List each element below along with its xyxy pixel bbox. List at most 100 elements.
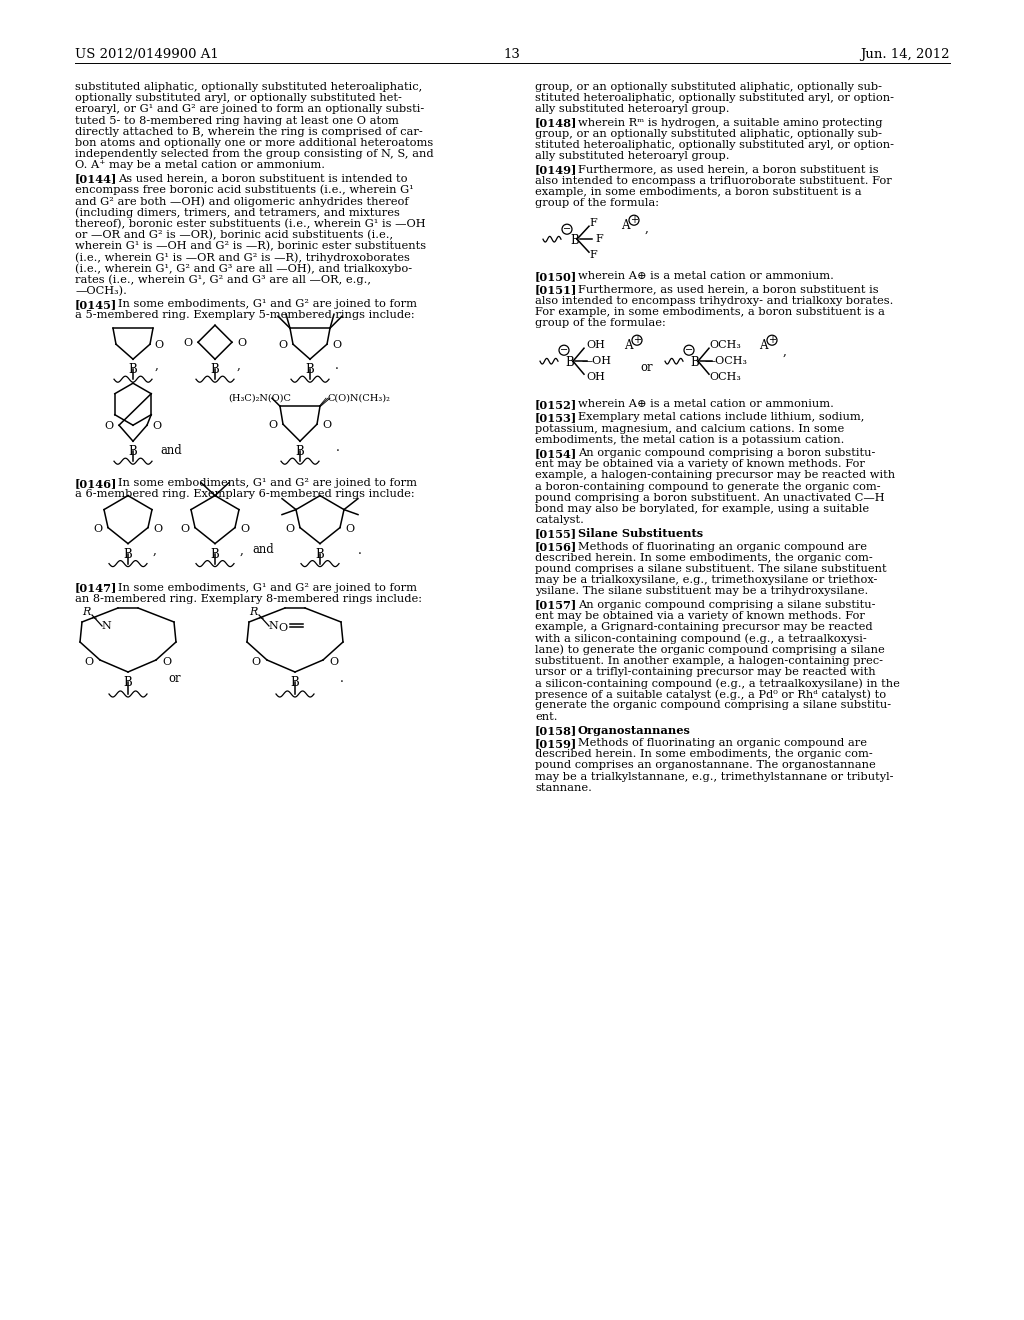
Text: O: O xyxy=(333,341,342,350)
Text: O: O xyxy=(154,524,163,533)
Text: catalyst.: catalyst. xyxy=(535,515,584,525)
Text: F: F xyxy=(589,218,597,228)
Text: directly attached to B, wherein the ring is comprised of car-: directly attached to B, wherein the ring… xyxy=(75,127,423,137)
Text: —OH: —OH xyxy=(582,356,612,366)
Text: (H₃C)₂N(O)C: (H₃C)₂N(O)C xyxy=(228,393,291,403)
Text: and: and xyxy=(160,445,181,457)
Text: group of the formulae:: group of the formulae: xyxy=(535,318,666,327)
Text: may be a trialkoxysilane, e.g., trimethoxysilane or triethox-: may be a trialkoxysilane, e.g., trimetho… xyxy=(535,576,878,585)
Text: [0144]: [0144] xyxy=(75,174,118,185)
Text: substituted aliphatic, optionally substituted heteroaliphatic,: substituted aliphatic, optionally substi… xyxy=(75,82,422,92)
Text: rates (i.e., wherein G¹, G² and G³ are all —OR, e.g.,: rates (i.e., wherein G¹, G² and G³ are a… xyxy=(75,275,371,285)
Text: A: A xyxy=(624,339,632,351)
Text: +: + xyxy=(768,335,776,346)
Text: B: B xyxy=(570,234,580,247)
Text: a 6-membered ring. Exemplary 6-membered rings include:: a 6-membered ring. Exemplary 6-membered … xyxy=(75,490,415,499)
Text: B: B xyxy=(211,363,219,376)
Text: .: . xyxy=(336,441,340,454)
Text: F: F xyxy=(595,234,603,244)
Text: group, or an optionally substituted aliphatic, optionally sub-: group, or an optionally substituted alip… xyxy=(535,129,882,139)
Text: Silane Substituents: Silane Substituents xyxy=(578,528,703,540)
Text: R: R xyxy=(249,607,257,616)
Text: stituted heteroaliphatic, optionally substituted aryl, or option-: stituted heteroaliphatic, optionally sub… xyxy=(535,94,894,103)
Text: (i.e., wherein G¹ is —OR and G² is —R), trihydroxoborates: (i.e., wherein G¹ is —OR and G² is —R), … xyxy=(75,252,410,263)
Text: ent may be obtained via a variety of known methods. For: ent may be obtained via a variety of kno… xyxy=(535,611,865,620)
Text: ,: , xyxy=(783,345,786,358)
Text: [0147]: [0147] xyxy=(75,582,118,594)
Text: A: A xyxy=(759,339,767,351)
Text: Organostannanes: Organostannanes xyxy=(578,725,691,735)
Text: [0148]: [0148] xyxy=(535,117,578,128)
Text: ent.: ent. xyxy=(535,711,557,722)
Text: or: or xyxy=(168,672,180,685)
Text: [0158]: [0158] xyxy=(535,725,578,735)
Text: an 8-membered ring. Exemplary 8-membered rings include:: an 8-membered ring. Exemplary 8-membered… xyxy=(75,594,422,603)
Text: B: B xyxy=(690,355,699,368)
Text: [0155]: [0155] xyxy=(535,528,578,540)
Text: embodiments, the metal cation is a potassium cation.: embodiments, the metal cation is a potas… xyxy=(535,434,845,445)
Text: ,: , xyxy=(645,222,649,235)
Text: lane) to generate the organic compound comprising a silane: lane) to generate the organic compound c… xyxy=(535,644,885,655)
Text: O: O xyxy=(183,338,193,348)
Text: ursor or a triflyl-containing precursor may be reacted with: ursor or a triflyl-containing precursor … xyxy=(535,667,876,677)
Text: 13: 13 xyxy=(504,48,520,61)
Text: wherein A⊕ is a metal cation or ammonium.: wherein A⊕ is a metal cation or ammonium… xyxy=(578,271,834,281)
Text: −: − xyxy=(685,346,693,355)
Text: B: B xyxy=(305,363,314,376)
Text: An organic compound comprising a boron substitu-: An organic compound comprising a boron s… xyxy=(578,447,876,458)
Text: [0153]: [0153] xyxy=(535,412,578,424)
Text: [0159]: [0159] xyxy=(535,738,578,748)
Text: Jun. 14, 2012: Jun. 14, 2012 xyxy=(860,48,950,61)
Text: B: B xyxy=(129,363,137,376)
Text: ally substituted heteroaryl group.: ally substituted heteroaryl group. xyxy=(535,152,729,161)
Text: [0151]: [0151] xyxy=(535,284,578,296)
Text: group of the formula:: group of the formula: xyxy=(535,198,659,209)
Text: B: B xyxy=(296,445,304,458)
Text: An organic compound comprising a silane substitu-: An organic compound comprising a silane … xyxy=(578,599,876,610)
Text: tuted 5- to 8-membered ring having at least one O atom: tuted 5- to 8-membered ring having at le… xyxy=(75,116,399,125)
Text: wherein Rᵐ is hydrogen, a suitable amino protecting: wherein Rᵐ is hydrogen, a suitable amino… xyxy=(578,117,883,128)
Text: pound comprises an organostannane. The organostannane: pound comprises an organostannane. The o… xyxy=(535,760,876,771)
Text: ᵐ: ᵐ xyxy=(259,616,264,624)
Text: presence of a suitable catalyst (e.g., a Pd⁰ or Rhᵈ catalyst) to: presence of a suitable catalyst (e.g., a… xyxy=(535,689,886,700)
Text: ,: , xyxy=(155,359,159,372)
Text: US 2012/0149900 A1: US 2012/0149900 A1 xyxy=(75,48,219,61)
Text: pound comprises a silane substituent. The silane substituent: pound comprises a silane substituent. Th… xyxy=(535,564,887,574)
Text: O: O xyxy=(252,657,260,667)
Text: In some embodiments, G¹ and G² are joined to form: In some embodiments, G¹ and G² are joine… xyxy=(118,478,417,488)
Text: ent may be obtained via a variety of known methods. For: ent may be obtained via a variety of kno… xyxy=(535,459,865,469)
Text: wherein A⊕ is a metal cation or ammonium.: wherein A⊕ is a metal cation or ammonium… xyxy=(578,399,834,409)
Text: Methods of fluorinating an organic compound are: Methods of fluorinating an organic compo… xyxy=(578,738,867,748)
Text: −: − xyxy=(563,224,571,234)
Text: with a silicon-containing compound (e.g., a tetraalkoxysi-: with a silicon-containing compound (e.g.… xyxy=(535,634,866,644)
Text: O: O xyxy=(279,623,288,634)
Text: or: or xyxy=(640,362,652,374)
Text: B: B xyxy=(565,355,574,368)
Text: (i.e., wherein G¹, G² and G³ are all —OH), and trialkoxybo-: (i.e., wherein G¹, G² and G³ are all —OH… xyxy=(75,263,412,273)
Text: example, in some embodiments, a boron substituent is a: example, in some embodiments, a boron su… xyxy=(535,187,861,197)
Text: O: O xyxy=(180,524,189,533)
Text: O: O xyxy=(153,421,162,432)
Text: thereof), boronic ester substituents (i.e., wherein G¹ is —OH: thereof), boronic ester substituents (i.… xyxy=(75,218,426,228)
Text: encompass free boronic acid substituents (i.e., wherein G¹: encompass free boronic acid substituents… xyxy=(75,185,414,195)
Text: Furthermore, as used herein, a boron substituent is: Furthermore, as used herein, a boron sub… xyxy=(578,165,879,174)
Text: O: O xyxy=(84,657,93,667)
Text: a boron-containing compound to generate the organic com-: a boron-containing compound to generate … xyxy=(535,482,881,491)
Text: a 5-membered ring. Exemplary 5-membered rings include:: a 5-membered ring. Exemplary 5-membered … xyxy=(75,310,415,319)
Text: .: . xyxy=(335,359,339,372)
Text: may be a trialkylstannane, e.g., trimethylstannane or tributyl-: may be a trialkylstannane, e.g., trimeth… xyxy=(535,772,894,781)
Text: example, a Grignard-containing precursor may be reacted: example, a Grignard-containing precursor… xyxy=(535,622,872,632)
Text: a silicon-containing compound (e.g., a tetraalkoxysilane) in the: a silicon-containing compound (e.g., a t… xyxy=(535,678,900,689)
Text: OCH₃: OCH₃ xyxy=(709,341,741,350)
Text: O: O xyxy=(238,338,247,348)
Text: +: + xyxy=(630,215,638,226)
Text: R: R xyxy=(82,607,90,616)
Text: independently selected from the group consisting of N, S, and: independently selected from the group co… xyxy=(75,149,433,160)
Text: [0149]: [0149] xyxy=(535,165,578,176)
Text: described herein. In some embodiments, the organic com-: described herein. In some embodiments, t… xyxy=(535,553,872,562)
Text: O. A⁺ may be a metal cation or ammonium.: O. A⁺ may be a metal cation or ammonium. xyxy=(75,161,325,170)
Text: Furthermore, as used herein, a boron substituent is: Furthermore, as used herein, a boron sub… xyxy=(578,284,879,294)
Text: ysilane. The silane substituent may be a trihydroxysilane.: ysilane. The silane substituent may be a… xyxy=(535,586,868,597)
Text: [0156]: [0156] xyxy=(535,541,578,553)
Text: O: O xyxy=(155,341,164,350)
